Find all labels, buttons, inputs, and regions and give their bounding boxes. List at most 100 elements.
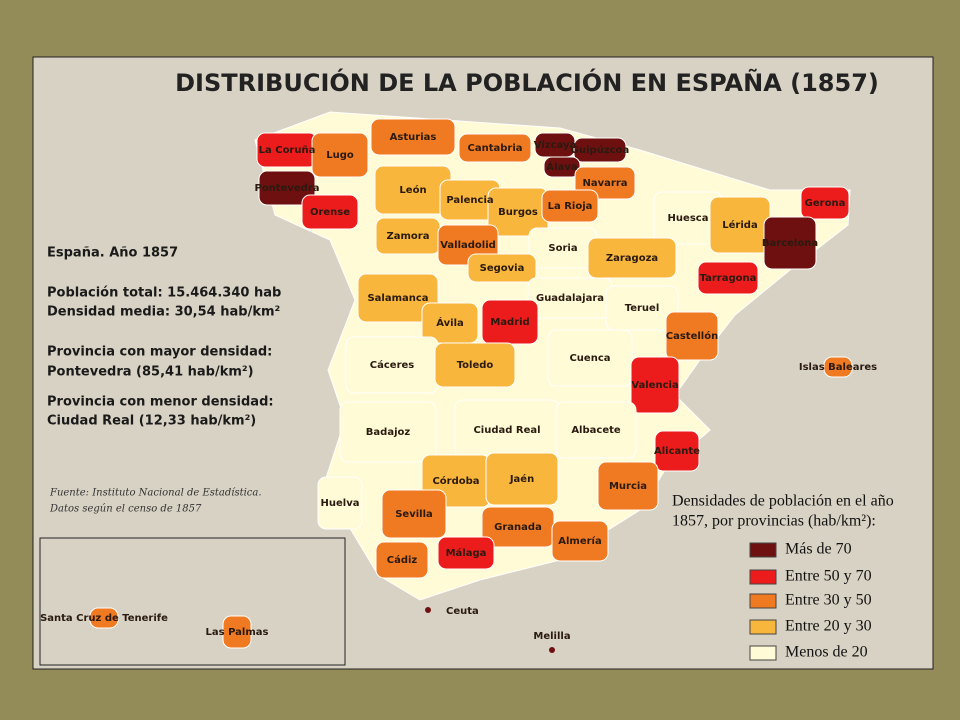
province-area [357, 273, 439, 323]
legend-title: Densidades de población en el año [672, 493, 894, 510]
province-label: Guadalajara [536, 293, 604, 304]
province-area [800, 186, 850, 220]
legend-label: Más de 70 [785, 541, 852, 558]
province-area [375, 541, 429, 579]
province-label: Sevilla [395, 509, 433, 520]
province-area [605, 285, 679, 331]
province-label: La Rioja [548, 201, 593, 212]
province-area [665, 311, 719, 361]
province-label: Huesca [668, 213, 709, 224]
legend-swatch [749, 569, 777, 585]
province-label: Cantabria [468, 143, 523, 154]
province-label: Teruel [625, 303, 660, 314]
legend-label: Entre 20 y 30 [785, 618, 872, 635]
province-area [587, 237, 677, 279]
province-label: Granada [494, 522, 542, 533]
province-label: Málaga [446, 547, 487, 559]
province-area [301, 194, 359, 230]
province-label: Lugo [326, 150, 354, 161]
info-line: Densidad media: 30,54 hab/km² [47, 305, 280, 320]
province-label: Almería [558, 535, 601, 547]
province-label: Segovia [480, 263, 525, 274]
legend-label: Entre 50 y 70 [785, 568, 872, 585]
province-label: Castellón [666, 330, 718, 342]
legend-swatch [749, 645, 777, 661]
legend-swatch [749, 542, 777, 558]
province-label: Valencia [631, 380, 678, 391]
province-area [311, 132, 369, 178]
province-area [763, 216, 817, 270]
provinces: La Coruña Lugo Pontevedra Orense Asturias Can… [40, 118, 877, 653]
legend-swatch [749, 593, 777, 609]
city-dot [425, 607, 431, 613]
province-label: Álava [546, 160, 577, 173]
province-area [222, 615, 252, 649]
province-area [823, 356, 853, 378]
province-label: La Coruña [259, 145, 316, 156]
province-area [458, 133, 532, 163]
legend-swatch [749, 619, 777, 635]
province-area [541, 189, 599, 223]
province-label: Burgos [498, 207, 538, 218]
legend: Densidades de población en el año 1857, p… [672, 493, 894, 661]
legend-label: Menos de 20 [785, 644, 868, 661]
province-label: Madrid [490, 317, 529, 328]
province-area [630, 356, 680, 414]
info-line: Provincia con menor densidad: [47, 395, 274, 410]
province-label: Valladolid [440, 240, 496, 251]
province-label: Jaén [509, 473, 534, 485]
province-label: Murcia [609, 481, 647, 492]
province-label: Lérida [722, 219, 757, 231]
province-label: Santa Cruz de Tenerife [40, 613, 168, 624]
city-dot [549, 647, 555, 653]
province-area [370, 118, 456, 156]
city-label: Ceuta [446, 606, 479, 617]
province-area [339, 401, 437, 463]
province-area [317, 476, 363, 530]
legend-label: Entre 30 y 50 [785, 592, 872, 609]
province-area [543, 156, 581, 178]
info-line: Ciudad Real (12,33 hab/km²) [47, 414, 256, 429]
province-area [258, 170, 316, 206]
info-line: Provincia con mayor densidad: [47, 345, 272, 360]
province-area [485, 452, 559, 506]
province-label: Badajoz [366, 427, 411, 438]
canarias-inset [39, 537, 346, 666]
province-area [467, 253, 537, 283]
source-line: Datos según el censo de 1857 [49, 504, 202, 515]
province-label: Cuenca [569, 353, 610, 364]
province-label: Córdoba [432, 475, 479, 487]
province-label: Navarra [583, 178, 628, 189]
province-label: Alicante [654, 446, 700, 457]
province-label: Cáceres [370, 359, 415, 371]
info-block: España. Año 1857 Población total: 15.464.… [47, 246, 281, 515]
province-area [654, 430, 700, 472]
province-label: Guipúzcoa [571, 144, 629, 156]
province-area [434, 342, 516, 388]
province-label: Cádiz [387, 554, 418, 566]
province-label: Palencia [446, 195, 493, 206]
province-label: Asturias [390, 132, 437, 143]
province-area [547, 329, 633, 387]
province-label: Vizcaya [534, 140, 576, 151]
info-line: Pontevedra (85,41 hab/km²) [47, 365, 254, 380]
province-label: Zamora [387, 231, 430, 242]
province-area [555, 401, 637, 459]
province-area [697, 261, 759, 295]
province-label: Orense [310, 207, 350, 218]
province-label: Tarragona [700, 273, 757, 284]
province-area [89, 607, 119, 629]
province-label: Islas Baleares [799, 362, 877, 373]
city-label: Melilla [533, 631, 570, 642]
province-label: Gerona [805, 198, 846, 209]
province-label: Soria [548, 243, 577, 254]
province-label: León [399, 184, 426, 196]
province-label: Ávila [436, 316, 464, 329]
info-line: España. Año 1857 [47, 246, 178, 261]
province-area [437, 536, 495, 570]
source-line: Fuente: Instituto Nacional de Estadístic… [49, 488, 262, 499]
legend-title: 1857, por provincias (hab/km²): [672, 513, 876, 530]
province-label: Zaragoza [606, 253, 658, 264]
province-label: Salamanca [367, 293, 428, 304]
